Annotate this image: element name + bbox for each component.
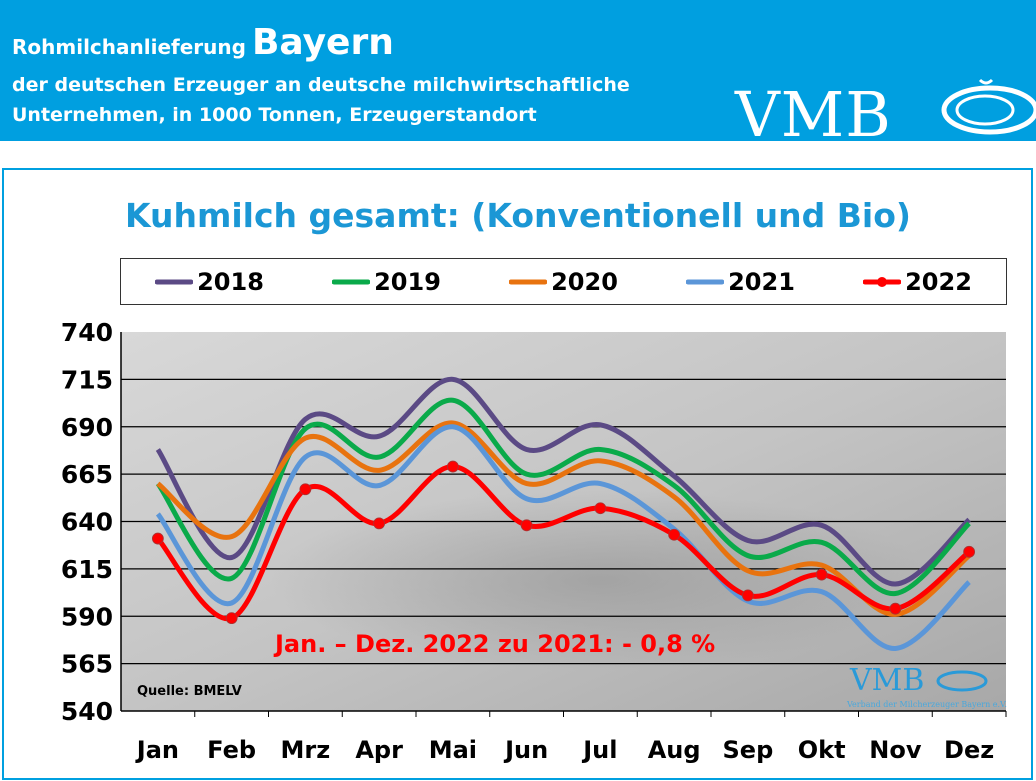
header-line2: der deutschen Erzeuger an deutsche milch… bbox=[12, 74, 630, 96]
x-tick-label: Sep bbox=[723, 736, 774, 764]
data-point-2022 bbox=[299, 483, 312, 496]
y-tick-label: 665 bbox=[61, 460, 113, 489]
legend-swatch bbox=[332, 279, 371, 284]
legend: 2018 2019 2020 2021 2022 bbox=[120, 258, 1007, 305]
data-point-2022 bbox=[815, 568, 828, 581]
x-tick-label: Feb bbox=[207, 736, 256, 764]
legend-item-2021: 2021 bbox=[686, 268, 795, 296]
series-line-2021 bbox=[155, 424, 971, 651]
data-point-2022 bbox=[520, 519, 533, 532]
x-tick-label: Mai bbox=[429, 736, 477, 764]
data-point-2022 bbox=[373, 517, 386, 530]
x-tick-label: Mrz bbox=[281, 736, 331, 764]
legend-label: 2020 bbox=[551, 267, 618, 296]
y-tick-label: 540 bbox=[61, 697, 113, 726]
y-tick-label: 615 bbox=[61, 555, 113, 584]
x-tick-label: Jan bbox=[135, 736, 179, 764]
x-tick-label: Jun bbox=[503, 736, 548, 764]
watermark-subtext: Verband der Milcherzeuger Bayern e.V. bbox=[846, 700, 1007, 709]
data-point-2022 bbox=[668, 528, 681, 541]
watermark-text: VMB bbox=[849, 663, 924, 698]
chart-frame bbox=[2, 168, 1033, 780]
logo-text: VMB bbox=[735, 78, 892, 151]
header-line1: Rohmilchanlieferung bbox=[12, 35, 246, 59]
x-tick-label: Nov bbox=[869, 736, 922, 764]
x-tick-label: Jul bbox=[581, 736, 617, 764]
legend-label: 2022 bbox=[905, 267, 972, 296]
x-tick-label: Okt bbox=[798, 736, 846, 764]
series-line-2020 bbox=[156, 420, 971, 617]
header-subtitle: der deutschen Erzeuger an deutsche milch… bbox=[12, 70, 630, 130]
y-tick-label: 640 bbox=[61, 508, 113, 537]
chart-title: Kuhmilch gesamt: (Konventionell und Bio) bbox=[125, 196, 911, 235]
y-tick-label: 590 bbox=[61, 602, 113, 631]
legend-swatch bbox=[863, 276, 902, 287]
legend-item-2019: 2019 bbox=[332, 268, 441, 296]
data-point-2022 bbox=[594, 502, 607, 515]
x-tick-label: Dez bbox=[944, 736, 994, 764]
legend-item-2020: 2020 bbox=[509, 268, 618, 296]
y-tick-label: 565 bbox=[61, 650, 113, 679]
y-tick-label: 715 bbox=[61, 365, 113, 394]
series-line-2019 bbox=[155, 397, 971, 597]
legend-swatch bbox=[509, 279, 548, 284]
x-tick-label: Aug bbox=[648, 736, 701, 764]
change-annotation: Jan. – Dez. 2022 zu 2021: - 0,8 % bbox=[273, 630, 715, 658]
data-point-2022 bbox=[741, 589, 754, 602]
header-banner: Rohmilchanlieferung Bayern der deutschen … bbox=[0, 0, 1036, 151]
legend-swatch bbox=[155, 279, 194, 284]
legend-item-2022: 2022 bbox=[863, 268, 972, 296]
vmb-watermark: VMB Verband der Milcherzeuger Bayern e.V… bbox=[846, 663, 1007, 709]
x-tick-label: Apr bbox=[355, 736, 403, 764]
y-tick-label: 690 bbox=[61, 413, 113, 442]
legend-swatch bbox=[686, 279, 725, 284]
legend-item-2018: 2018 bbox=[155, 268, 264, 296]
data-point-2022 bbox=[151, 532, 164, 545]
drop-logo-icon bbox=[941, 78, 1036, 135]
legend-label: 2018 bbox=[197, 267, 264, 296]
y-tick-label: 740 bbox=[61, 318, 113, 347]
header-title: Rohmilchanlieferung Bayern bbox=[12, 22, 394, 63]
data-point-2022 bbox=[225, 612, 238, 625]
legend-label: 2019 bbox=[374, 267, 441, 296]
data-point-2022 bbox=[889, 602, 902, 615]
data-point-2022 bbox=[963, 545, 976, 558]
header-line3: Unternehmen, in 1000 Tonnen, Erzeugersta… bbox=[12, 104, 537, 126]
source-note: Quelle: BMELV bbox=[137, 684, 242, 699]
data-point-2022 bbox=[446, 460, 459, 473]
legend-label: 2021 bbox=[728, 267, 795, 296]
header-region: Bayern bbox=[251, 22, 394, 63]
watermark-drop-icon bbox=[936, 670, 988, 692]
milk-splash-decoration bbox=[270, 490, 930, 670]
vmb-logo: VMB bbox=[735, 78, 1036, 151]
